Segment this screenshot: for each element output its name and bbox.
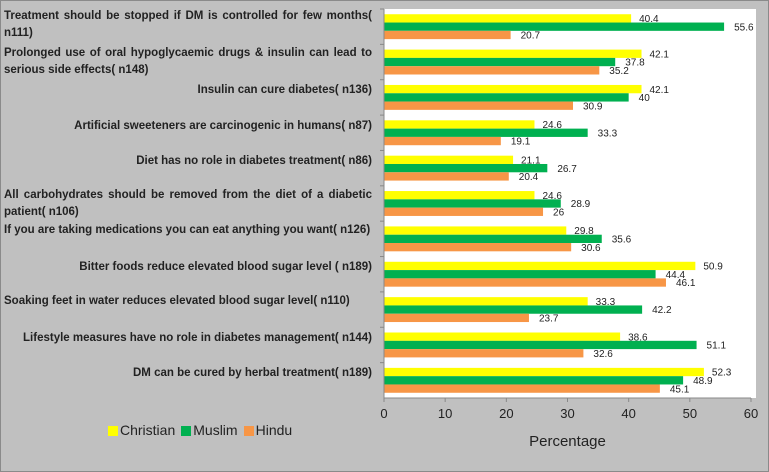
bar-christian	[384, 226, 567, 235]
data-label: 26	[553, 207, 565, 218]
category-label: Artificial sweeteners are carcinogenic i…	[74, 119, 372, 132]
bar-muslim	[384, 93, 629, 102]
x-tick-label: 30	[560, 406, 574, 421]
category-label: Insulin can cure diabetes( n136)	[197, 84, 372, 97]
data-label: 50.9	[703, 262, 723, 273]
data-label: 48.9	[693, 376, 713, 387]
data-label: 42.1	[650, 85, 670, 96]
bar-hindu	[384, 30, 511, 40]
legend-label: Christian	[120, 422, 176, 438]
data-label: 24.6	[542, 191, 562, 202]
data-label: 24.6	[542, 120, 562, 131]
bar-christian	[384, 261, 696, 271]
data-label: 33.3	[596, 297, 616, 308]
x-tick-label: 60	[744, 406, 758, 421]
bar-christian	[384, 191, 535, 200]
data-label: 23.7	[539, 314, 559, 325]
bar-christian	[384, 14, 632, 23]
data-label: 44.4	[666, 270, 686, 281]
bar-muslim	[384, 340, 697, 350]
category-label: Prolonged use of oral hypoglycaemic drug…	[4, 47, 372, 77]
bar-muslim	[384, 199, 561, 208]
bar-muslim	[384, 163, 548, 173]
legend-label: Hindu	[255, 422, 293, 438]
data-label: 35.2	[609, 66, 629, 77]
bar-muslim	[384, 128, 588, 137]
bar-hindu	[384, 101, 574, 110]
data-label: 20.4	[519, 172, 539, 183]
data-label: 42.1	[650, 49, 670, 60]
data-label: 20.7	[521, 31, 541, 42]
bar-christian	[384, 49, 642, 58]
bar-muslim	[384, 22, 725, 31]
bar-christian	[384, 120, 535, 129]
data-label: 45.1	[670, 384, 690, 395]
data-label: 19.1	[511, 137, 531, 148]
bar-christian	[384, 155, 514, 164]
data-label: 26.7	[557, 164, 577, 175]
category-label: All carbohydrates should be removed from…	[4, 188, 372, 218]
legend-swatch	[243, 426, 254, 436]
category-label: If you are taking medications you can ea…	[4, 223, 371, 236]
data-label: 55.6	[734, 22, 754, 33]
data-label: 35.6	[612, 235, 632, 246]
data-label: 38.6	[628, 332, 648, 343]
legend-item-christian: Christian	[108, 422, 175, 438]
category-label: Lifestyle measures have no role in diabe…	[23, 331, 372, 344]
legend-swatch	[181, 426, 192, 436]
bar-hindu	[384, 384, 660, 393]
data-label: 30.9	[583, 101, 603, 112]
legend: Christian Muslim Hindu	[108, 422, 292, 438]
bar-hindu	[384, 349, 584, 358]
data-label: 33.3	[598, 128, 618, 139]
data-label: 40	[639, 93, 651, 104]
bar-hindu	[384, 136, 501, 146]
x-tick-label: 50	[683, 406, 697, 421]
data-label: 32.6	[593, 349, 613, 360]
bar-hindu	[384, 207, 544, 216]
bar-muslim	[384, 376, 684, 385]
data-label: 40.4	[639, 14, 659, 25]
category-label: Soaking feet in water reduces elevated b…	[4, 294, 350, 307]
category-label: Diet has no role in diabetes treatment( …	[136, 155, 372, 168]
data-label: 51.1	[707, 341, 727, 352]
bar-muslim	[384, 234, 602, 244]
category-label: DM can be cured by herbal treatment( n18…	[132, 367, 372, 380]
data-label: 29.8	[574, 226, 594, 237]
data-label: 28.9	[571, 199, 591, 210]
bar-muslim	[384, 270, 656, 279]
legend-label: Muslim	[193, 422, 238, 438]
data-label: 37.8	[625, 58, 645, 69]
data-label: 21.1	[521, 155, 541, 166]
bar-hindu	[384, 313, 529, 323]
x-tick-label: 10	[438, 406, 452, 421]
data-label: 46.1	[676, 278, 696, 289]
bar-hindu	[384, 278, 666, 287]
category-label: Bitter foods reduce elevated blood sugar…	[79, 261, 372, 274]
legend-item-muslim: Muslim	[181, 422, 238, 438]
bar-christian	[384, 367, 704, 377]
bar-christian	[384, 297, 588, 306]
data-label: 30.6	[581, 243, 601, 254]
bar-christian	[384, 84, 642, 94]
x-tick-label: 20	[499, 406, 513, 421]
data-label: 42.2	[652, 305, 672, 316]
x-tick-label: 0	[380, 406, 387, 421]
x-tick-label: 40	[621, 406, 635, 421]
bar-hindu	[384, 66, 600, 75]
bar-hindu	[384, 243, 572, 252]
bar-hindu	[384, 172, 509, 181]
bar-christian	[384, 332, 621, 341]
legend-item-hindu: Hindu	[243, 422, 293, 438]
data-label: 52.3	[712, 368, 732, 379]
category-label: Treatment should be stopped if DM is con…	[4, 9, 372, 39]
bar-muslim	[384, 57, 616, 67]
legend-swatch	[108, 426, 118, 436]
x-axis-title: Percentage	[529, 433, 606, 450]
bar-muslim	[384, 305, 643, 314]
